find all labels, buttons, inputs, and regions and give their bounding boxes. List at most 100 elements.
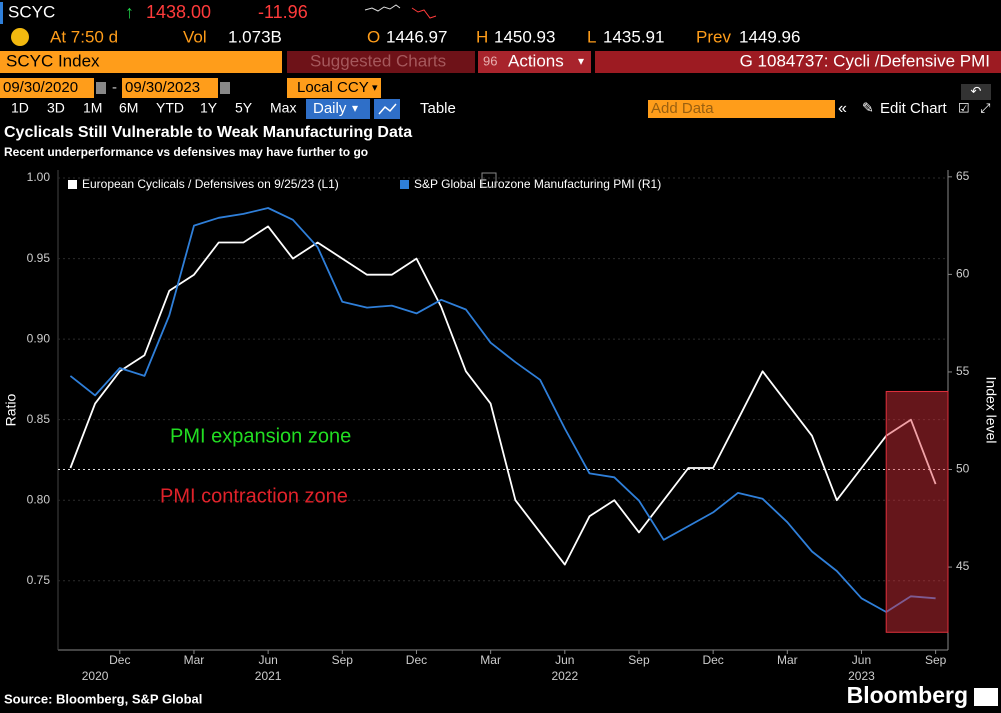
x-tick-label: Mar <box>480 653 501 667</box>
legend-icon <box>481 172 497 188</box>
end-date-field[interactable] <box>122 78 218 98</box>
x-tick-label: Mar <box>777 653 798 667</box>
open: 1446.97 <box>386 27 447 46</box>
high-label: H <box>476 27 488 46</box>
x-tick-label: Jun <box>555 653 574 667</box>
y-tick-label: 1.00 <box>27 170 51 184</box>
range-button[interactable]: Max <box>270 100 296 116</box>
vol-label: Vol <box>183 27 207 46</box>
x-tick-label: Sep <box>332 653 354 667</box>
chart-icon <box>378 103 397 115</box>
range-button[interactable]: 1M <box>83 100 102 116</box>
up-arrow: ↑ <box>125 2 134 22</box>
calendar-icon[interactable] <box>220 82 230 94</box>
x-tick-label: Dec <box>702 653 723 667</box>
y2-tick-label: 45 <box>956 559 970 573</box>
chart-subtitle: Recent underperformance vs defensives ma… <box>4 145 368 159</box>
x-tick-label: Dec <box>406 653 427 667</box>
currency: Local CCY <box>297 79 369 96</box>
calendar-icon[interactable] <box>96 82 106 94</box>
chart-id-bar <box>595 51 1001 73</box>
x-tick-label: Mar <box>184 653 205 667</box>
y2-tick-label: 60 <box>956 267 970 281</box>
start-date-field[interactable] <box>0 78 94 98</box>
add-data: Add Data <box>651 100 714 117</box>
date-sep: - <box>112 79 117 96</box>
price: 1438.00 <box>146 2 211 22</box>
dropdown-arrow: ▾ <box>352 101 358 115</box>
security-field[interactable] <box>0 51 282 73</box>
range-buttons: 1D 3D 1M 6M YTD 1Y 5Y Max <box>11 100 296 116</box>
actions-num: 96 <box>483 53 497 68</box>
end-date: 09/30/2023 <box>125 79 200 96</box>
highlight-box <box>885 390 949 633</box>
time: At 7:50 d <box>50 27 118 46</box>
suggested-button[interactable] <box>287 51 475 73</box>
settings-icon[interactable]: ☑ <box>958 100 970 115</box>
x-tick-label: Sep <box>628 653 650 667</box>
table-button[interactable]: Table <box>420 100 456 117</box>
dropdown-arrow: ▾ <box>372 82 378 94</box>
brand: Bloomberg <box>847 682 968 708</box>
change: -11.96 <box>258 2 308 22</box>
y2-tick-label: 50 <box>956 462 970 476</box>
expand-icon[interactable]: ⤢ <box>980 100 990 115</box>
currency-field[interactable] <box>287 78 381 98</box>
frequency: Daily <box>313 100 347 117</box>
x-tick-label: Jun <box>852 653 871 667</box>
sparkline <box>411 7 437 19</box>
actions-button[interactable] <box>478 51 591 73</box>
undo-button[interactable] <box>961 84 991 100</box>
edit-icon: ✎ <box>862 100 874 116</box>
undo-icon: ↶ <box>971 83 982 98</box>
legend-label: S&P Global Eurozone Manufacturing PMI (R… <box>414 177 661 191</box>
y-axis-label: Ratio <box>3 393 19 426</box>
series-line <box>69 207 936 613</box>
annotation: PMI contraction zone <box>160 485 348 507</box>
frequency-button[interactable] <box>306 99 370 119</box>
ticker: SCYC <box>8 2 55 21</box>
range-button[interactable]: 6M <box>119 100 138 116</box>
chart-title: Cyclicals Still Vulnerable to Weak Manuf… <box>4 124 412 141</box>
suggested: Suggested Charts <box>310 51 446 70</box>
y-tick-label: 0.95 <box>27 251 51 265</box>
vol: 1.073B <box>228 27 282 46</box>
range-button[interactable]: YTD <box>156 100 184 116</box>
open-label: O <box>367 27 380 46</box>
edit-chart-button[interactable]: Edit Chart <box>880 100 948 117</box>
y2-tick-label: 55 <box>956 364 970 378</box>
dropdown-arrow: ▾ <box>578 54 584 68</box>
legend-swatch <box>400 180 409 189</box>
series-line <box>69 225 937 566</box>
y2-axis-label: Index level <box>983 377 999 444</box>
y-tick-label: 0.90 <box>27 331 51 345</box>
year-label: 2020 <box>82 669 109 683</box>
brand-box <box>974 688 998 706</box>
legend-swatch <box>68 180 77 189</box>
actions: Actions <box>508 51 564 70</box>
prev: 1449.96 <box>739 27 800 46</box>
security-marker <box>0 2 3 24</box>
add-data-field[interactable] <box>648 100 835 118</box>
prev-label: Prev <box>696 27 731 46</box>
collapse-button[interactable]: « <box>838 100 847 117</box>
year-label: 2021 <box>255 669 282 683</box>
security: SCYC Index <box>6 51 100 70</box>
range-button[interactable]: 1Y <box>200 100 218 116</box>
y-tick-label: 0.80 <box>27 492 51 506</box>
plot: 0.80 0.75 0.85 0.90 0.95 1.00 45 50 55 60 65 Dec Mar… <box>27 169 970 683</box>
legend-label: European Cyclicals / Defensives on 9/25/… <box>82 177 339 191</box>
x-tick-label: Jun <box>258 653 277 667</box>
year-label: 2023 <box>848 669 875 683</box>
range-button[interactable]: 5Y <box>235 100 253 116</box>
range-button[interactable]: 3D <box>47 100 65 116</box>
y2-tick-label: 65 <box>956 169 970 183</box>
annotation: PMI expansion zone <box>170 425 351 447</box>
start-date: 09/30/2020 <box>3 79 78 96</box>
range-button[interactable]: 1D <box>11 100 29 116</box>
high: 1450.93 <box>494 27 555 46</box>
chart-id: G 1084737: Cycli /Defensive PMI <box>740 51 990 70</box>
x-tick-label: Dec <box>109 653 130 667</box>
low-label: L <box>587 27 596 46</box>
